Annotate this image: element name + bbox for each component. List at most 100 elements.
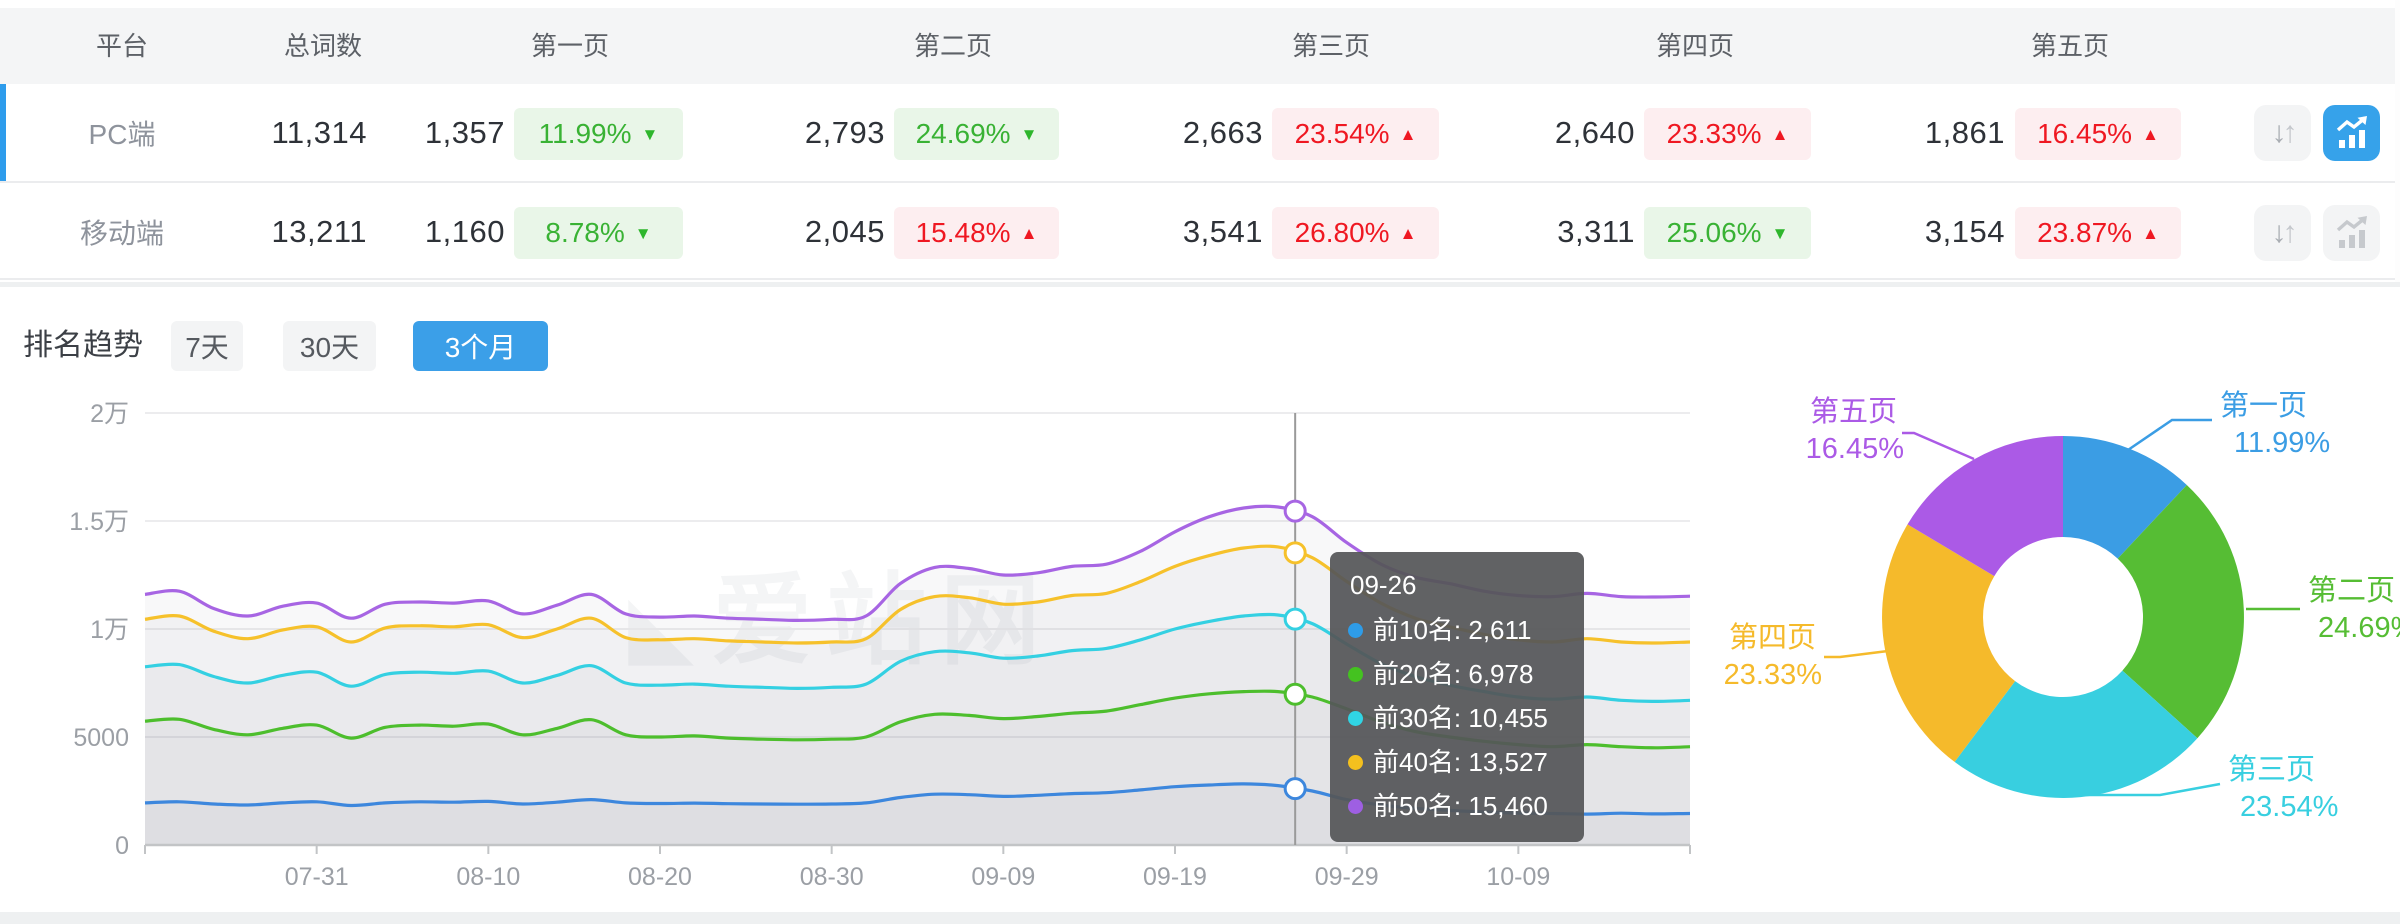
header-cell-page1: 第一页	[530, 31, 609, 61]
series-marker-前10名	[1283, 777, 1307, 801]
x-axis-label: 09-19	[1143, 863, 1207, 891]
series-dot-top50	[1348, 798, 1363, 814]
card-right-edge	[2395, 0, 2400, 282]
tooltip-row: 前30名: 10,455	[1348, 696, 1566, 740]
bar-trend-chart-icon	[2336, 216, 2367, 248]
table-row-pc[interactable]: PC端 11,314 ↓↑ 1,357 11.99% ▼ 2,793 24.69% ▼ 2,…	[0, 84, 2395, 183]
page-count-cell: 2,640	[1554, 114, 1635, 150]
page-count-cell: 2,045	[804, 213, 885, 249]
series-marker-前50名	[1283, 499, 1307, 523]
change-badge: 8.78% ▼	[514, 206, 683, 259]
sort-button[interactable]: ↓↑	[2254, 105, 2311, 161]
series-dot-top40	[1348, 754, 1363, 770]
active-row-indicator	[0, 84, 6, 181]
table-header: 平台 总词数 第一页 第二页 第三页 第四页 第五页	[0, 8, 2395, 84]
donut-label-page5: 第五页	[1810, 395, 1897, 428]
donut-slice-第四页[interactable]	[1882, 524, 2016, 762]
series-dot-top10	[1348, 622, 1363, 638]
header-cell-page3: 第三页	[1291, 31, 1370, 61]
tab-30-days[interactable]: 30天	[283, 321, 376, 371]
table-row-mobile[interactable]: 移动端 13,211 ↓↑ 1,160 8.78% ▼ 2,045 15.48% ▲ 3,5…	[0, 185, 2395, 280]
section-title: 排名趋势	[23, 329, 143, 362]
sort-arrows-icon: ↓↑	[2271, 116, 2298, 149]
tooltip-row: 前40名: 13,527	[1348, 740, 1566, 784]
y-axis-label: 1万	[90, 616, 129, 644]
watermark-logo-icon: ◣	[628, 578, 694, 674]
page-count-cell: 2,663	[1182, 114, 1263, 150]
page-bottom-margin	[0, 912, 2400, 924]
trend-chart-toggle-button[interactable]	[2323, 205, 2380, 261]
change-badge: 23.33% ▲	[1644, 107, 1811, 160]
keyword-rank-table: 平台 总词数 第一页 第二页 第三页 第四页 第五页 PC端 11,314 ↓↑	[0, 0, 2400, 282]
x-axis-label: 08-20	[628, 863, 692, 891]
page-count-cell: 1,357	[424, 114, 505, 150]
down-triangle-icon: ▼	[634, 223, 652, 243]
tooltip-row: 前50名: 15,460	[1348, 784, 1566, 828]
up-triangle-icon: ▲	[2142, 223, 2159, 243]
series-dot-top20	[1348, 666, 1363, 682]
donut-pct-page2: 24.69%	[2318, 612, 2400, 644]
trend-chart-toggle-button[interactable]	[2323, 105, 2380, 161]
sort-button[interactable]: ↓↑	[2254, 205, 2311, 261]
donut-slice-第一页[interactable]	[2063, 436, 2187, 559]
donut-label-page2: 第二页	[2308, 574, 2395, 607]
page-count-cell: 3,311	[1557, 213, 1635, 249]
page-count-cell: 3,541	[1182, 213, 1263, 249]
donut-label-page4: 第四页	[1729, 621, 1816, 654]
donut-slice-第五页[interactable]	[1907, 436, 2064, 577]
leader-line-page4	[1824, 649, 1889, 659]
tooltip-row: 前20名: 6,978	[1348, 652, 1566, 696]
header-cell-platform: 平台	[95, 31, 148, 61]
y-axis-label: 5000	[73, 724, 129, 752]
page-count-cell: 1,160	[424, 213, 505, 249]
page-count-cell: 2,793	[804, 114, 885, 150]
chart-tooltip: 09-26 前10名: 2,611 前20名: 6,978 前30名: 10,4…	[1330, 552, 1584, 842]
donut-label-page3: 第三页	[2228, 753, 2315, 786]
change-badge: 23.54% ▲	[1272, 107, 1439, 160]
bar-trend-chart-icon	[2336, 116, 2367, 148]
change-badge: 25.06% ▼	[1644, 206, 1811, 259]
donut-pct-page5: 16.45%	[1806, 433, 1904, 465]
tooltip-date: 09-26	[1350, 570, 1417, 600]
up-triangle-icon: ▲	[1399, 124, 1417, 144]
leader-line-page3	[2085, 782, 2221, 797]
change-badge: 15.48% ▲	[894, 206, 1059, 259]
change-badge: 11.99% ▼	[514, 107, 683, 160]
x-axis-label: 09-09	[971, 863, 1035, 891]
down-triangle-icon: ▼	[1771, 223, 1789, 243]
tab-3-months[interactable]: 3个月	[413, 321, 548, 371]
y-axis-label: 0	[115, 832, 129, 860]
change-badge: 24.69% ▼	[894, 107, 1059, 160]
section-divider	[0, 282, 2400, 287]
down-triangle-icon: ▼	[1020, 124, 1038, 144]
donut-pct-page4: 23.33%	[1724, 659, 1822, 691]
header-cell-page4: 第四页	[1655, 31, 1734, 61]
page-count-cell: 3,154	[1924, 213, 2005, 249]
y-axis-label: 2万	[90, 400, 129, 428]
x-axis-label: 10-09	[1486, 863, 1550, 891]
donut-slice-第三页[interactable]	[1954, 670, 2198, 798]
series-area-前10名	[145, 783, 1690, 845]
y-axis-label: 1.5万	[69, 508, 129, 536]
platform-cell: 移动端	[79, 217, 164, 249]
x-axis-label: 07-31	[285, 863, 349, 891]
leader-line-page5	[1902, 431, 1975, 461]
x-axis-label: 08-10	[456, 863, 520, 891]
series-marker-前20名	[1283, 682, 1307, 706]
donut-label-page1: 第一页	[2220, 389, 2307, 422]
trend-line-chart[interactable]: 0 5000 1万 1.5万 2万 07-31 08-10 08-20 08-30 09-09 09…	[0, 287, 2400, 912]
donut-slice-第二页[interactable]	[2117, 485, 2244, 739]
up-triangle-icon: ▲	[2142, 124, 2159, 144]
page-distribution-donut	[1882, 436, 2244, 798]
x-axis-label: 09-29	[1315, 863, 1379, 891]
donut-pct-page1: 11.99%	[2234, 427, 2330, 459]
platform-cell: PC端	[88, 118, 156, 150]
x-axis-label: 08-30	[800, 863, 864, 891]
series-area-前20名	[145, 691, 1690, 845]
tab-7-days[interactable]: 7天	[171, 321, 243, 371]
series-dot-top30	[1348, 710, 1363, 726]
donut-pct-page3: 23.54%	[2240, 791, 2338, 823]
sort-arrows-icon: ↓↑	[2271, 216, 2298, 249]
header-cell-page5: 第五页	[2030, 31, 2109, 61]
